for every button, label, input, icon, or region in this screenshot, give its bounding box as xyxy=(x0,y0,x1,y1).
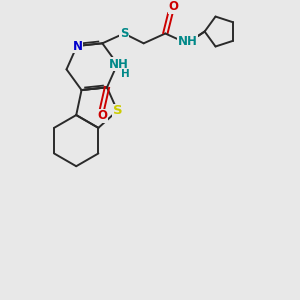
Text: NH: NH xyxy=(178,35,198,48)
Text: S: S xyxy=(120,27,128,40)
Text: O: O xyxy=(168,0,178,14)
Text: S: S xyxy=(112,104,122,117)
Text: H: H xyxy=(121,69,130,79)
Text: O: O xyxy=(97,110,107,122)
Text: N: N xyxy=(73,40,83,52)
Text: NH: NH xyxy=(108,58,128,70)
